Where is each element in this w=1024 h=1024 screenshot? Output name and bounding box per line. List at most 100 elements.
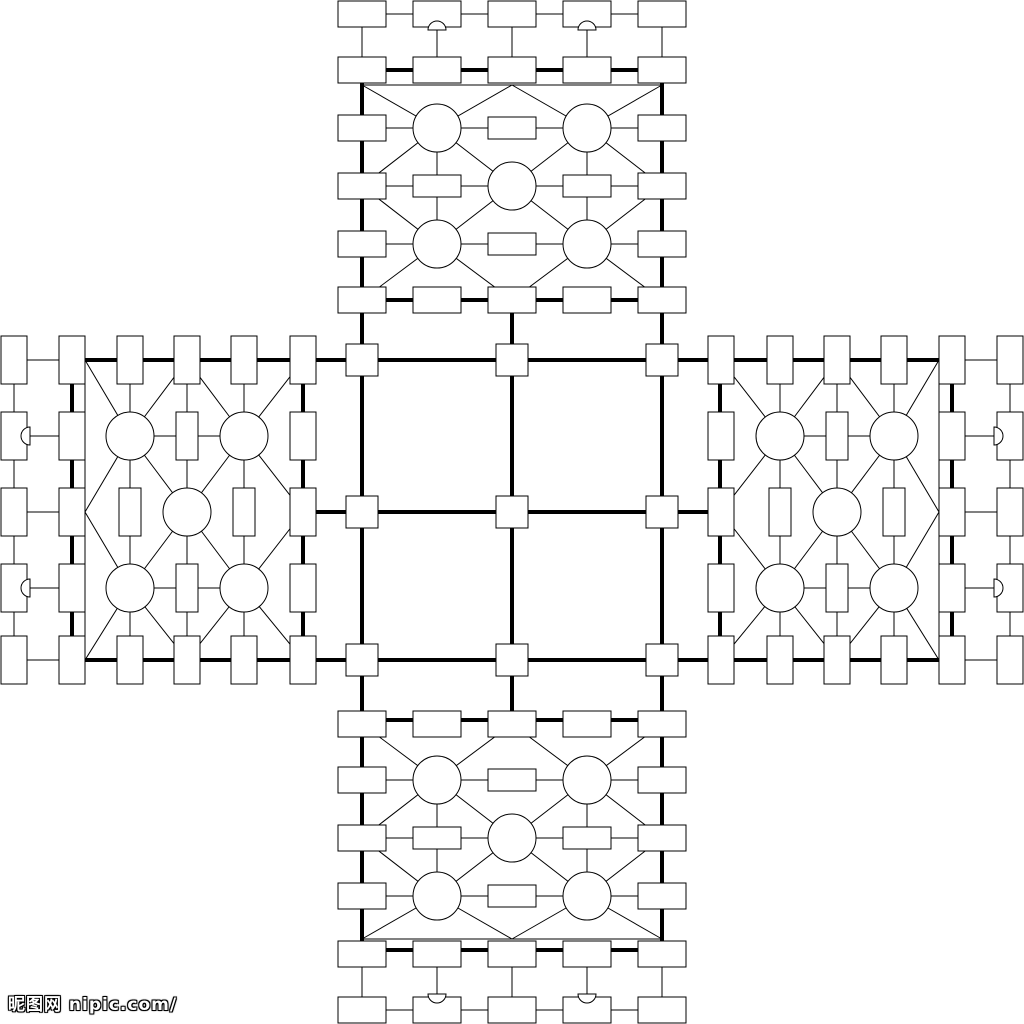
frame-rect-node [707, 335, 735, 385]
side-rect-node [880, 335, 908, 385]
side-rect-node [116, 635, 144, 685]
frame-rect-node [487, 710, 537, 738]
inner-rect-node [768, 487, 792, 537]
circle-node [105, 563, 155, 613]
outer-rect-node [996, 411, 1024, 461]
inner-rect-node [487, 884, 537, 908]
circle-node [562, 755, 612, 805]
side-rect-node [766, 635, 794, 685]
top-arm-panel [337, 0, 687, 314]
frame-rect-node [707, 411, 735, 461]
outer-rect-node [996, 335, 1024, 385]
circle-node [412, 755, 462, 805]
side-rect-node [230, 335, 258, 385]
frame-rect-node [289, 335, 317, 385]
inner-rect-node [412, 826, 462, 850]
inner-rect-node [487, 768, 537, 792]
rounded-tab-node [427, 20, 447, 31]
side-rect-node [337, 230, 387, 258]
frame-rect-node [707, 635, 735, 685]
circle-node [105, 411, 155, 461]
side-rect-node [637, 824, 687, 852]
rounded-tab-node [577, 20, 597, 31]
frame-rect-node [412, 940, 462, 968]
circle-node [219, 563, 269, 613]
circle-node [412, 871, 462, 921]
circle-node [219, 411, 269, 461]
frame-rect-node [487, 56, 537, 84]
outer-rect-node [487, 996, 537, 1024]
frame-rect-node [637, 940, 687, 968]
side-rect-node [337, 114, 387, 142]
side-rect-node [637, 766, 687, 794]
side-rect-node [637, 230, 687, 258]
inner-rect-node [487, 116, 537, 140]
inner-rect-node [825, 563, 849, 613]
circle-node [562, 219, 612, 269]
frame-rect-node [58, 563, 86, 613]
side-rect-node [173, 335, 201, 385]
frame-rect-node [289, 563, 317, 613]
frame-rect-node [938, 487, 966, 537]
side-rect-node [337, 824, 387, 852]
inner-rect-node [562, 826, 612, 850]
outer-rect-node [337, 0, 387, 28]
grid-joint-square [345, 643, 379, 677]
grid-joint-square [495, 343, 529, 377]
circle-node [812, 487, 862, 537]
side-rect-node [637, 882, 687, 910]
grid-joint-square [345, 495, 379, 529]
frame-rect-node [337, 710, 387, 738]
frame-rect-node [637, 710, 687, 738]
frame-rect-node [707, 487, 735, 537]
outer-rect-node [996, 487, 1024, 537]
circle-node [869, 563, 919, 613]
grid-joint-square [495, 643, 529, 677]
side-rect-node [173, 635, 201, 685]
bottom-arm-panel [337, 710, 687, 1024]
inner-rect-node [175, 411, 199, 461]
rounded-tab-node [427, 993, 447, 1004]
frame-rect-node [938, 335, 966, 385]
inner-rect-node [882, 487, 906, 537]
frame-rect-node [337, 286, 387, 314]
grid-joint-square [495, 495, 529, 529]
frame-rect-node [637, 56, 687, 84]
frame-rect-node [289, 411, 317, 461]
right-arm-panel [707, 335, 1024, 685]
frame-rect-node [337, 56, 387, 84]
frame-rect-node [707, 563, 735, 613]
inner-rect-node [412, 174, 462, 198]
outer-rect-node [637, 996, 687, 1024]
inner-rect-node [825, 411, 849, 461]
frame-rect-node [58, 487, 86, 537]
circle-node [412, 219, 462, 269]
rounded-tab-node [993, 426, 1004, 446]
circle-node [487, 161, 537, 211]
frame-rect-node [412, 286, 462, 314]
outer-rect-node [0, 635, 28, 685]
rounded-tab-node [20, 578, 31, 598]
frame-rect-node [562, 56, 612, 84]
side-rect-node [637, 172, 687, 200]
frame-rect-node [637, 286, 687, 314]
circle-node [162, 487, 212, 537]
frame-rect-node [58, 335, 86, 385]
frame-rect-node [938, 563, 966, 613]
outer-rect-node [637, 0, 687, 28]
frame-rect-node [487, 940, 537, 968]
frame-rect-node [487, 286, 537, 314]
watermark-logo: 昵图网 nipic.com/ [8, 995, 178, 1015]
circle-node [869, 411, 919, 461]
inner-rect-node [118, 487, 142, 537]
outer-rect-node [996, 635, 1024, 685]
side-rect-node [337, 766, 387, 794]
side-rect-node [337, 172, 387, 200]
frame-rect-node [562, 940, 612, 968]
side-rect-node [116, 335, 144, 385]
grid-joint-square [645, 643, 679, 677]
frame-rect-node [562, 286, 612, 314]
inner-rect-node [175, 563, 199, 613]
frame-rect-node [58, 635, 86, 685]
